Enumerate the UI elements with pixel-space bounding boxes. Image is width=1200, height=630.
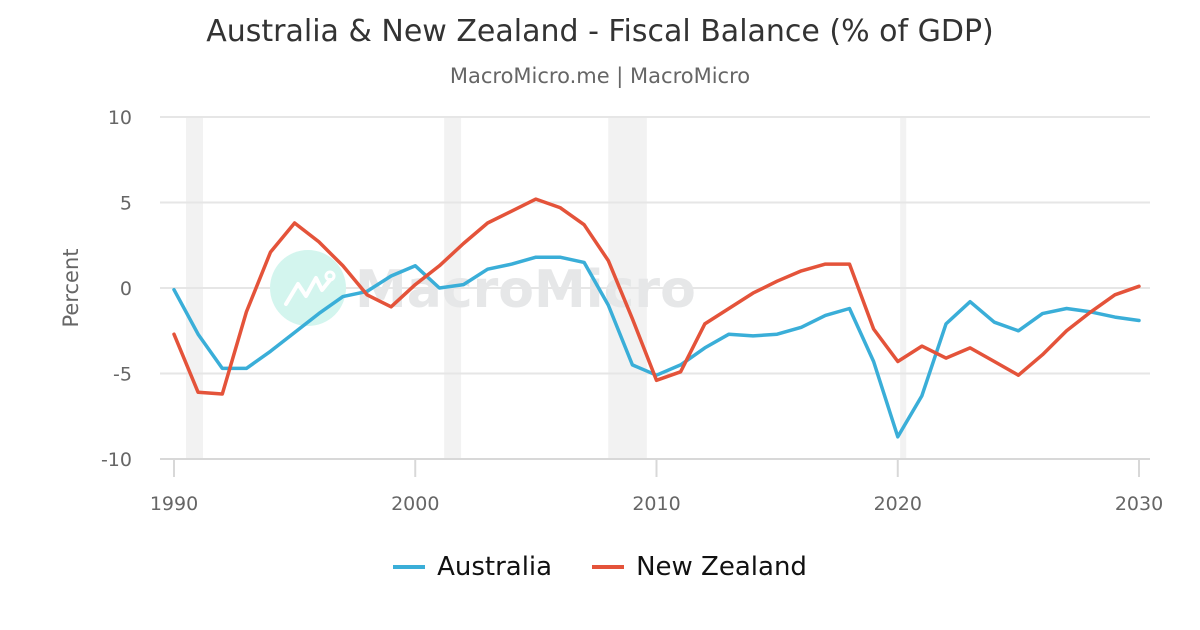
y-tick-label: 5 [120,193,132,215]
watermark-logo-icon [270,250,346,326]
x-tick-label: 1990 [150,493,198,515]
chart-line-icon [284,276,332,306]
legend-item-australia[interactable]: Australia [393,552,552,582]
x-tick-label: 2020 [874,493,922,515]
y-tick-label: -5 [113,364,132,386]
series-lines [172,197,1141,439]
y-tick-label: 0 [120,278,132,300]
chart-title: Australia & New Zealand - Fiscal Balance… [206,14,994,49]
x-tick-label: 2000 [391,493,439,515]
gridlines [160,116,1150,375]
x-tick-label: 2030 [1115,493,1163,515]
y-tick-label: 10 [108,107,132,129]
axes: 10 5 0 -5 -10 1990 2000 2010 2020 2030 [101,107,1163,515]
y-axis-label: Percent [59,248,83,327]
legend-label: Australia [437,552,553,582]
legend-label: New Zealand [636,552,807,582]
series-line-australia[interactable] [172,255,1141,439]
chart-subtitle: MacroMicro.me | MacroMicro [449,64,751,88]
australia-swatch-icon [393,565,426,569]
y-tick-label: -10 [101,449,132,471]
x-tick-label: 2010 [632,493,680,515]
legend: Australia New Zealand [0,552,1200,582]
new-zealand-swatch-icon [592,565,625,569]
series-line-new-zealand[interactable] [172,197,1141,396]
legend-item-new-zealand[interactable]: New Zealand [592,552,807,582]
